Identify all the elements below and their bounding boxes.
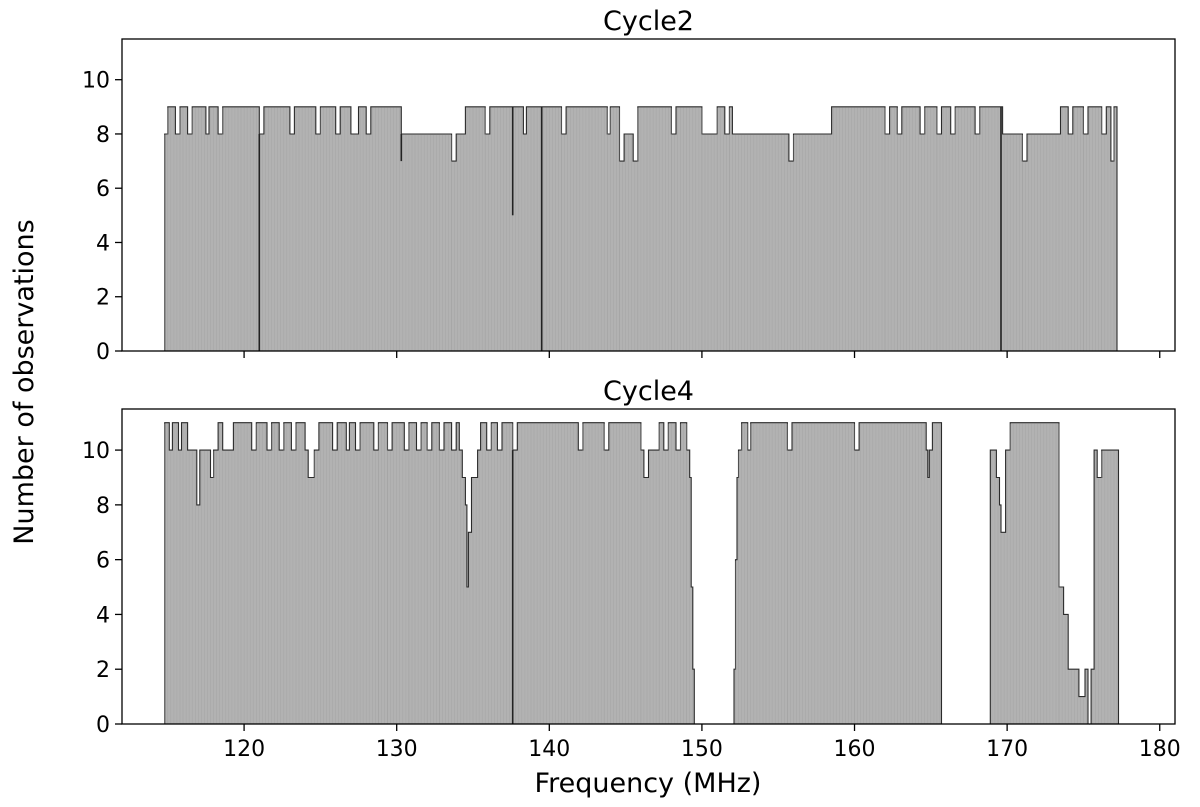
x-tick-label: 180 bbox=[1139, 737, 1181, 762]
y-tick-label: 8 bbox=[96, 123, 110, 148]
plot-frame bbox=[121, 38, 1176, 352]
y-tick-label: 10 bbox=[82, 439, 110, 464]
x-tick-label: 150 bbox=[681, 737, 723, 762]
y-tick-label: 0 bbox=[96, 340, 110, 365]
histogram-block-2 bbox=[733, 422, 943, 725]
panel-title: Cycle4 bbox=[603, 376, 694, 407]
y-tick-label: 0 bbox=[96, 713, 110, 738]
y-tick-label: 8 bbox=[96, 494, 110, 519]
bin-grain bbox=[164, 107, 1115, 351]
bin-grain bbox=[164, 423, 1118, 725]
panel-title: Cycle2 bbox=[603, 6, 694, 37]
histogram-block-3 bbox=[989, 422, 1120, 725]
y-tick-label: 10 bbox=[82, 69, 110, 94]
y-axis-label: Number of observations bbox=[9, 219, 40, 544]
y-tick-label: 6 bbox=[96, 549, 110, 574]
panel-cycle4: 0 2 4 6 8 10 120 130 140 150 160 170 180 Cycle4 bbox=[82, 376, 1181, 762]
panel-cycle2: 0 2 4 6 8 10 Cycle2 bbox=[82, 6, 1176, 365]
histogram-bars bbox=[164, 422, 1120, 725]
x-tick-label: 170 bbox=[986, 737, 1028, 762]
x-tick-label: 120 bbox=[223, 737, 265, 762]
y-tick-label: 4 bbox=[96, 231, 110, 256]
y-tick-label: 6 bbox=[96, 177, 110, 202]
x-axis-label: Frequency (MHz) bbox=[535, 768, 762, 799]
x-tick-label: 140 bbox=[528, 737, 570, 762]
y-tick-label: 2 bbox=[96, 658, 110, 683]
y-tick-label: 4 bbox=[96, 603, 110, 628]
x-tick-label: 130 bbox=[376, 737, 418, 762]
x-tick-label: 160 bbox=[834, 737, 876, 762]
y-tick-label: 2 bbox=[96, 286, 110, 311]
plot-frame bbox=[121, 408, 1176, 725]
